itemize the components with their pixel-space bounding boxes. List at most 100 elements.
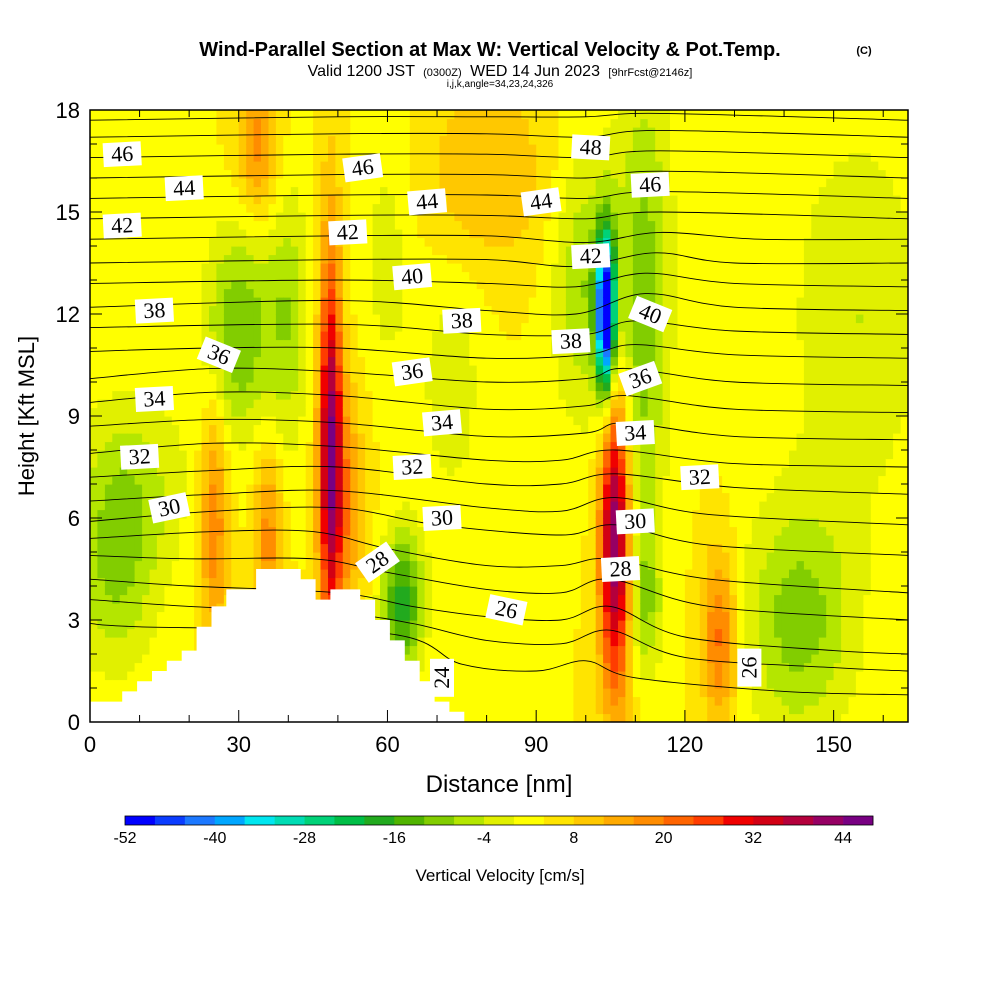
field-cell	[595, 280, 604, 290]
field-cell	[469, 611, 478, 621]
field-cell	[223, 373, 232, 383]
field-cell	[112, 484, 121, 494]
field-cell	[142, 535, 151, 545]
field-cell	[357, 373, 366, 383]
field-cell	[238, 246, 247, 256]
field-cell	[90, 331, 98, 341]
field-cell	[216, 127, 225, 137]
field-cell	[305, 331, 314, 341]
field-cell	[209, 535, 217, 545]
field-cell	[536, 501, 545, 511]
field-cell	[446, 280, 455, 290]
field-cell	[223, 390, 232, 400]
field-cell	[402, 543, 411, 553]
field-cell	[484, 169, 493, 179]
field-cell	[97, 161, 106, 171]
field-cell	[558, 484, 567, 494]
field-cell	[521, 118, 530, 128]
field-cell	[283, 254, 292, 264]
field-cell	[313, 509, 322, 519]
field-cell	[565, 577, 574, 587]
field-cell	[499, 552, 507, 562]
field-cell	[350, 475, 359, 485]
field-cell	[149, 246, 158, 256]
field-cell	[528, 535, 537, 545]
field-cell	[179, 169, 188, 179]
field-cell	[454, 203, 463, 213]
field-cell	[506, 458, 515, 468]
field-cell	[469, 475, 478, 485]
field-cell	[409, 399, 418, 409]
field-cell	[499, 705, 507, 715]
field-cell	[387, 135, 396, 145]
field-cell	[283, 373, 292, 383]
field-cell	[402, 297, 411, 307]
field-cell	[305, 509, 314, 519]
field-cell	[156, 467, 165, 477]
field-cell	[283, 484, 292, 494]
field-cell	[134, 178, 143, 188]
field-cell	[499, 203, 507, 213]
field-cell	[573, 654, 582, 664]
field-cell	[506, 305, 515, 315]
field-cell	[290, 178, 299, 188]
field-cell	[209, 594, 217, 604]
field-cell	[588, 373, 597, 383]
field-cell	[179, 424, 188, 434]
field-cell	[253, 467, 262, 477]
field-cell	[298, 441, 307, 451]
field-cell	[499, 220, 507, 230]
field-cell	[112, 246, 121, 256]
field-cell	[134, 654, 143, 664]
field-cell	[536, 161, 545, 171]
field-cell	[409, 118, 418, 128]
field-cell	[573, 560, 582, 570]
field-cell	[350, 467, 359, 477]
field-cell	[290, 526, 299, 536]
field-cell	[476, 280, 485, 290]
field-cell	[156, 220, 165, 230]
field-cell	[409, 569, 418, 579]
field-cell	[164, 637, 173, 647]
chart-subtitle-indices: i,j,k,angle=34,23,24,326	[447, 79, 554, 90]
field-cell	[313, 475, 322, 485]
field-cell	[335, 501, 344, 511]
field-cell	[268, 152, 277, 162]
field-cell	[238, 424, 247, 434]
field-cell	[134, 348, 143, 358]
field-cell	[112, 671, 121, 681]
field-cell	[484, 144, 493, 154]
field-cell	[461, 229, 470, 239]
field-cell	[595, 288, 604, 298]
field-cell	[342, 373, 351, 383]
field-cell	[580, 696, 589, 706]
field-cell	[313, 484, 322, 494]
field-cell	[149, 662, 158, 672]
field-cell	[528, 118, 537, 128]
field-cell	[424, 628, 433, 638]
field-cell	[417, 594, 426, 604]
field-cell	[513, 569, 522, 579]
field-cell	[513, 441, 522, 451]
field-cell	[194, 348, 203, 358]
field-cell	[372, 322, 381, 332]
field-cell	[469, 637, 478, 647]
field-cell	[238, 314, 247, 324]
field-cell	[171, 399, 180, 409]
field-cell	[156, 246, 165, 256]
field-cell	[521, 373, 530, 383]
field-cell	[238, 484, 247, 494]
field-cell	[142, 475, 151, 485]
field-cell	[580, 297, 589, 307]
field-cell	[439, 450, 448, 460]
field-cell	[499, 280, 507, 290]
field-cell	[142, 594, 151, 604]
field-cell	[461, 569, 470, 579]
field-cell	[372, 467, 381, 477]
field-cell	[491, 203, 500, 213]
field-cell	[432, 118, 441, 128]
field-cell	[350, 271, 359, 281]
field-cell	[402, 212, 411, 222]
field-cell	[372, 144, 381, 154]
field-cell	[246, 246, 255, 256]
